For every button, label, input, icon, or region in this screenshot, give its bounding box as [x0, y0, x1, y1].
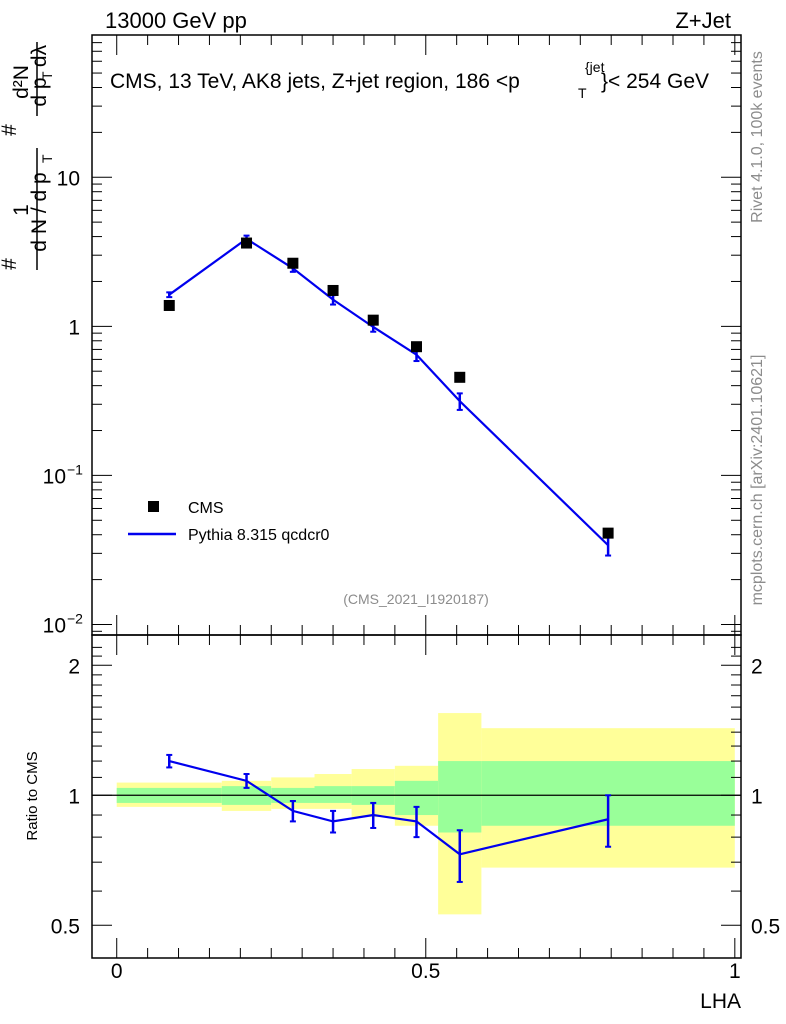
ratio-plot-marks — [166, 753, 612, 883]
x-tick-label: 0 — [111, 960, 123, 983]
svg-text:d N / d p: d N / d p — [28, 172, 51, 251]
legend-mc-label: Pythia 8.315 qcdcr0 — [188, 527, 330, 544]
ratio-band-inner — [314, 786, 352, 803]
svg-text:d²N: d²N — [10, 65, 33, 99]
ratio-y-tick-label: 2 — [68, 655, 80, 678]
chart-title-sub: T — [578, 85, 587, 101]
main-y-tick-exponent: −2 — [67, 610, 83, 626]
mc-series-line — [168, 237, 609, 547]
svg-text:T: T — [39, 154, 55, 163]
chart-title-tail: }< 254 GeV — [601, 70, 709, 93]
chart-title: CMS, 13 TeV, AK8 jets, Z+jet region, 186… — [110, 59, 709, 101]
main-y-axis-label: d N / d p T 1 # # d p T d²N dλ — [0, 42, 55, 270]
svg-text:1: 1 — [10, 204, 33, 216]
analysis-id-label: (CMS_2021_I1920187) — [343, 591, 489, 607]
main-y-tick-label: 10 — [43, 614, 66, 637]
main-y-tick-label: 1 — [68, 316, 80, 339]
cms-data-point — [367, 314, 379, 326]
main-plot-marks — [163, 234, 614, 557]
main-y-tick-exponent: −1 — [67, 461, 83, 477]
ratio-band-inner — [438, 761, 482, 833]
legend: CMS Pythia 8.315 qcdcr0 — [128, 500, 330, 544]
ratio-y-tick-label-right: 0.5 — [751, 915, 780, 938]
axis-ticks — [92, 34, 741, 958]
ratio-uncertainty-bands — [116, 713, 735, 915]
cms-data-point — [287, 257, 299, 269]
legend-data-marker — [148, 501, 159, 512]
cms-data-point — [241, 237, 253, 249]
chart-title-main: CMS, 13 TeV, AK8 jets, Z+jet region, 186… — [110, 70, 520, 93]
mc-ratio-line — [168, 760, 609, 856]
rivet-version-label: Rivet 4.1.0, 100k events — [749, 51, 766, 223]
main-y-tick-label: 10 — [43, 465, 66, 488]
svg-text:T: T — [39, 71, 55, 80]
cms-data-point — [163, 299, 175, 311]
svg-text:dλ: dλ — [28, 44, 51, 67]
cms-data-point — [454, 371, 466, 383]
x-tick-label: 1 — [729, 960, 741, 983]
ratio-panel-frame — [91, 634, 742, 959]
main-y-tick-label: 10 — [57, 167, 80, 190]
x-axis-label: LHA — [700, 990, 741, 1013]
legend-data-label: CMS — [188, 500, 224, 517]
cms-data-point — [411, 341, 422, 353]
ratio-y-tick-label: 0.5 — [51, 915, 80, 938]
cms-data-point — [327, 284, 339, 296]
header-process-label: Z+Jet — [675, 8, 731, 33]
svg-text:d p: d p — [28, 77, 51, 106]
svg-text:#: # — [0, 124, 21, 136]
mcplots-source-label: mcplots.cern.ch [arXiv:2401.10621] — [749, 355, 766, 606]
ratio-y-tick-label: 1 — [68, 785, 80, 808]
chart-title-sup: {jet — [585, 59, 605, 75]
main-panel-frame — [91, 34, 742, 636]
header-energy-label: 13000 GeV pp — [105, 8, 247, 33]
svg-text:#: # — [0, 258, 21, 270]
x-tick-label: 0.5 — [411, 960, 440, 983]
ratio-y-axis-label: Ratio to CMS — [24, 751, 41, 840]
cms-data-point — [602, 527, 614, 539]
ratio-y-tick-label-right: 1 — [751, 785, 763, 808]
ratio-y-tick-label-right: 2 — [751, 655, 763, 678]
